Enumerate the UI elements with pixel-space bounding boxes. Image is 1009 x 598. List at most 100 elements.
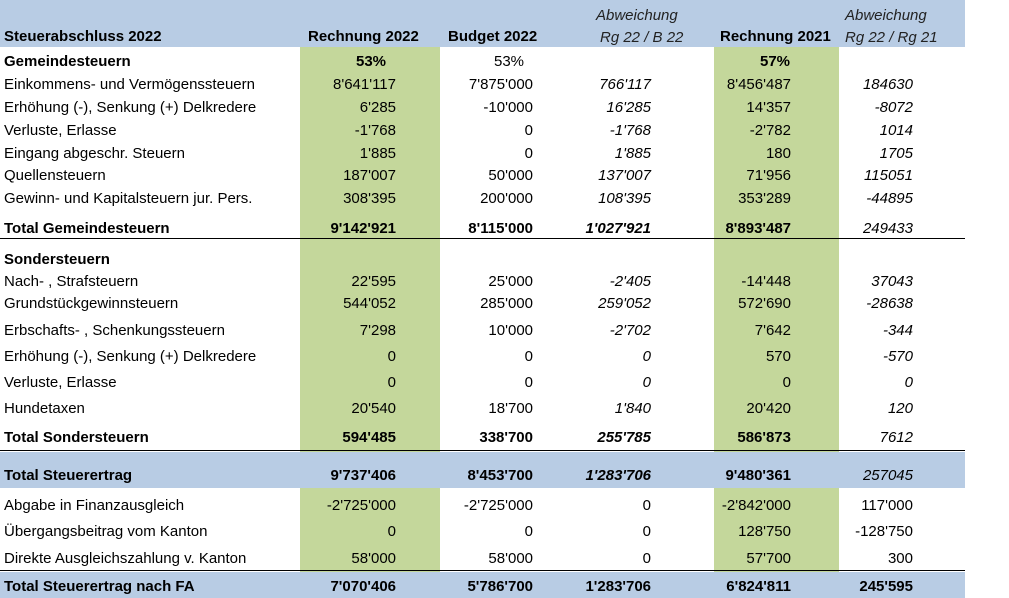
cell-abweichung-rg22-rg21: 257045 [862, 467, 913, 484]
cell-abweichung-rg22-rg21: -44895 [866, 190, 913, 207]
cell-rechnung-2022: 7'298 [359, 322, 396, 339]
cell-abweichung-rg22-rg21: -344 [882, 322, 913, 339]
cell-abweichung-rg22-b22: 16'285 [606, 99, 651, 116]
cell-rechnung-2022: 544'052 [343, 295, 396, 312]
cell-rechnung-2021: 71'956 [746, 167, 791, 184]
row-label: Total Sondersteuern [4, 429, 149, 446]
cell-budget-2022: -2'725'000 [463, 497, 533, 514]
row-label: Eingang abgeschr. Steuern [4, 145, 185, 162]
row-label: Einkommens- und Vermögenssteuern [4, 76, 255, 93]
cell-abweichung-rg22-rg21: -28638 [866, 295, 913, 312]
cell-budget-2022: 0 [524, 374, 533, 391]
col-header-abweichung-1-bottom: Rg 22 / B 22 [600, 29, 684, 46]
cell-rechnung-2021: 9'480'361 [725, 467, 791, 484]
cell-budget-2022: 53% [494, 53, 525, 70]
cell-abweichung-rg22-b22: 1'283'706 [585, 578, 651, 595]
cell-rechnung-2021: 57'700 [746, 550, 791, 567]
cell-rechnung-2021: 128'750 [738, 523, 791, 540]
cell-rechnung-2021: 572'690 [738, 295, 791, 312]
cell-abweichung-rg22-b22: 108'395 [598, 190, 651, 207]
cell-rechnung-2021: 8'456'487 [726, 76, 791, 93]
col-header-rechnung-2021: Rechnung 2021 [720, 28, 831, 45]
cell-abweichung-rg22-b22: 0 [642, 374, 651, 391]
cell-rechnung-2022: 6'285 [359, 99, 396, 116]
cell-rechnung-2021: 7'642 [754, 322, 791, 339]
cell-budget-2022: 50'000 [488, 167, 533, 184]
cell-rechnung-2022: 7'070'406 [330, 578, 396, 595]
row-label: Nach- , Strafsteuern [4, 273, 139, 290]
cell-abweichung-rg22-b22: 0 [642, 550, 651, 567]
row-label: Erbschafts- , Schenkungssteuern [4, 322, 225, 339]
cell-abweichung-rg22-rg21: 184630 [862, 76, 913, 93]
cell-rechnung-2021: 14'357 [746, 99, 791, 116]
cell-abweichung-rg22-rg21: 300 [887, 550, 913, 567]
cell-rechnung-2021: 570 [765, 348, 791, 365]
cell-budget-2022: 5'786'700 [467, 578, 533, 595]
cell-abweichung-rg22-b22: -2'702 [609, 322, 651, 339]
cell-abweichung-rg22-b22: 259'052 [598, 295, 651, 312]
cell-budget-2022: 0 [524, 122, 533, 139]
row-label: Abgabe in Finanzausgleich [4, 497, 185, 514]
row-label: Hundetaxen [4, 400, 85, 417]
separator-line [0, 570, 965, 571]
cell-abweichung-rg22-b22: 0 [642, 523, 651, 540]
col-header-abweichung-2-top: Abweichung [845, 7, 927, 24]
cell-budget-2022: -10'000 [483, 99, 533, 116]
cell-rechnung-2022: 0 [387, 523, 396, 540]
cell-rechnung-2022: 1'885 [359, 145, 396, 162]
cell-rechnung-2022: 53% [356, 53, 387, 70]
cell-rechnung-2022: 594'485 [342, 429, 396, 446]
cell-rechnung-2021: 353'289 [738, 190, 791, 207]
cell-rechnung-2021: -2'782 [749, 122, 791, 139]
cell-budget-2022: 8'115'000 [468, 220, 533, 237]
cell-rechnung-2021: 8'893'487 [725, 220, 791, 237]
cell-budget-2022: 8'453'700 [467, 467, 533, 484]
total-steuerertrag-band [0, 452, 965, 488]
cell-budget-2022: 0 [524, 348, 533, 365]
row-label: Übergangsbeitrag vom Kanton [4, 523, 208, 540]
cell-budget-2022: 58'000 [488, 550, 533, 567]
row-label: Direkte Ausgleichszahlung v. Kanton [4, 550, 247, 567]
row-label: Gewinn- und Kapitalsteuern jur. Pers. [4, 190, 253, 207]
row-label: Total Steuerertrag nach FA [4, 578, 195, 595]
col-header-budget-2022: Budget 2022 [448, 28, 538, 45]
cell-rechnung-2022: 0 [387, 374, 396, 391]
cell-abweichung-rg22-rg21: -128'750 [855, 523, 913, 540]
cell-abweichung-rg22-b22: 137'007 [598, 167, 651, 184]
cell-rechnung-2022: 20'540 [351, 400, 396, 417]
row-label: Erhöhung (-), Senkung (+) Delkredere [4, 99, 257, 116]
row-label: Verluste, Erlasse [4, 122, 117, 139]
header-band [0, 0, 965, 47]
cell-abweichung-rg22-rg21: 37043 [871, 273, 913, 290]
cell-rechnung-2022: 308'395 [343, 190, 396, 207]
cell-rechnung-2021: 0 [782, 374, 791, 391]
cell-abweichung-rg22-rg21: 1705 [879, 145, 913, 162]
cell-budget-2022: 0 [524, 145, 533, 162]
cell-rechnung-2021: -14'448 [741, 273, 791, 290]
cell-rechnung-2022: 9'737'406 [330, 467, 396, 484]
cell-abweichung-rg22-rg21: 120 [887, 400, 913, 417]
cell-abweichung-rg22-rg21: 249433 [862, 220, 913, 237]
cell-rechnung-2022: 0 [387, 348, 396, 365]
total-nach-fa-band [0, 572, 965, 598]
separator-line [0, 238, 965, 239]
cell-abweichung-rg22-b22: 766'117 [599, 76, 651, 93]
cell-rechnung-2021: 180 [765, 145, 791, 162]
cell-abweichung-rg22-b22: 0 [642, 348, 651, 365]
cell-rechnung-2021: 586'873 [737, 429, 791, 446]
cell-rechnung-2021: 20'420 [746, 400, 791, 417]
cell-budget-2022: 7'875'000 [468, 76, 533, 93]
row-label: Quellensteuern [4, 167, 106, 184]
cell-budget-2022: 10'000 [488, 322, 533, 339]
row-label: Total Gemeindesteuern [4, 220, 170, 237]
cell-abweichung-rg22-b22: -1'768 [609, 122, 651, 139]
column-highlight-rechnung-2022 [300, 47, 440, 598]
cell-abweichung-rg22-b22: 1'840 [614, 400, 651, 417]
cell-budget-2022: 285'000 [480, 295, 533, 312]
cell-budget-2022: 200'000 [480, 190, 533, 207]
table-title: Steuerabschluss 2022 [4, 28, 162, 45]
row-label: Erhöhung (-), Senkung (+) Delkredere [4, 348, 257, 365]
cell-abweichung-rg22-b22: 1'283'706 [585, 467, 651, 484]
cell-abweichung-rg22-rg21: 7612 [879, 429, 913, 446]
